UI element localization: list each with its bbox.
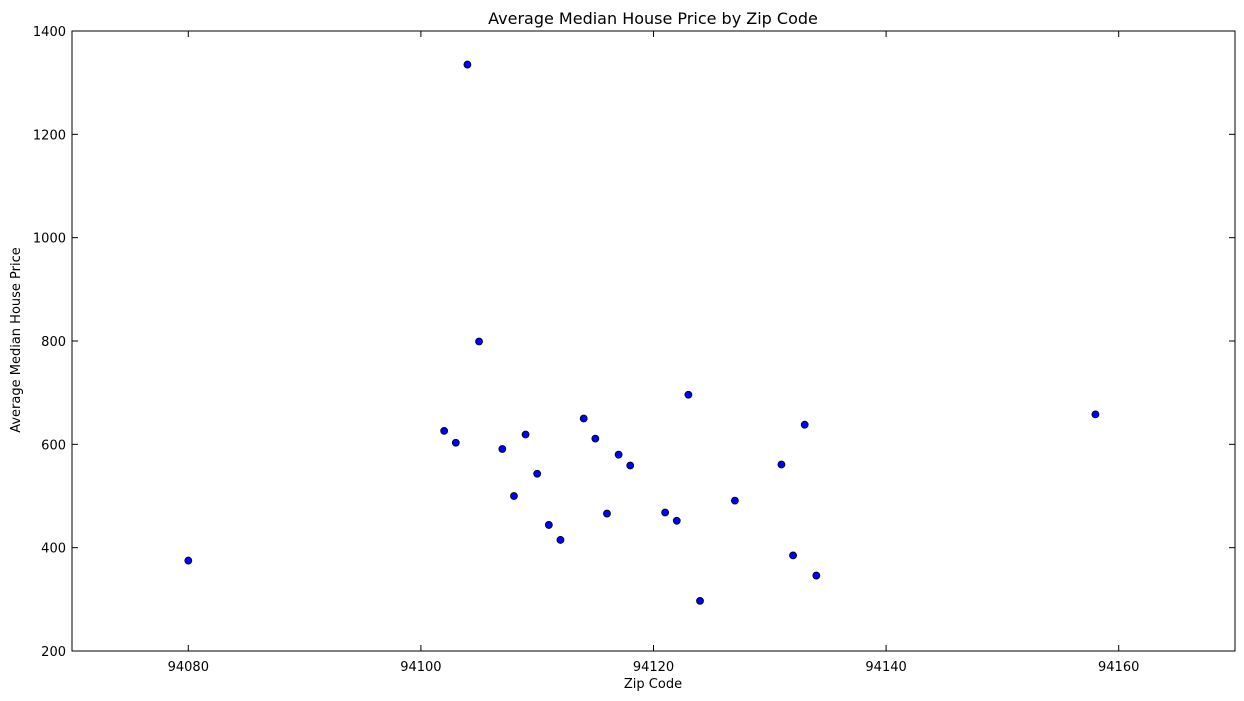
data-point xyxy=(626,461,635,470)
y-tick-label: 1200 xyxy=(33,128,66,143)
data-point xyxy=(1091,410,1100,419)
y-tick-label: 800 xyxy=(41,335,66,350)
data-point xyxy=(661,508,670,517)
chart-title: Average Median House Price by Zip Code xyxy=(488,9,818,28)
data-point xyxy=(603,509,611,518)
x-axis-label: Zip Code xyxy=(624,677,682,692)
data-point xyxy=(475,337,483,346)
x-tick-label: 94140 xyxy=(865,660,906,675)
data-point xyxy=(591,434,600,443)
data-point xyxy=(451,438,460,447)
data-point xyxy=(684,390,693,399)
data-point xyxy=(614,450,623,459)
data-point xyxy=(579,414,588,423)
data-point xyxy=(498,445,507,453)
x-tick-label: 94160 xyxy=(1098,660,1139,675)
y-tick-label: 1400 xyxy=(33,25,66,40)
plot-frame xyxy=(71,30,1236,652)
data-point xyxy=(789,551,797,560)
data-point xyxy=(800,420,809,429)
data-point xyxy=(544,521,553,529)
x-tick-label: 94100 xyxy=(400,660,441,675)
x-tick-label: 94120 xyxy=(633,660,674,675)
data-point xyxy=(777,460,786,469)
y-tick-label: 200 xyxy=(41,645,66,660)
data-point xyxy=(533,469,542,478)
data-point xyxy=(731,496,739,505)
y-tick-label: 600 xyxy=(41,438,66,453)
data-point xyxy=(556,536,565,544)
x-tick-label: 94080 xyxy=(168,660,209,675)
data-point xyxy=(521,430,530,439)
data-point xyxy=(463,60,472,69)
data-point xyxy=(510,492,518,500)
data-point xyxy=(184,556,193,565)
data-point xyxy=(440,426,449,435)
data-point xyxy=(672,516,681,525)
y-tick-label: 1000 xyxy=(33,232,66,247)
y-axis-label: Average Median House Price xyxy=(9,247,24,433)
y-tick-label: 400 xyxy=(41,542,66,557)
data-point xyxy=(696,596,704,605)
data-point xyxy=(812,571,821,580)
